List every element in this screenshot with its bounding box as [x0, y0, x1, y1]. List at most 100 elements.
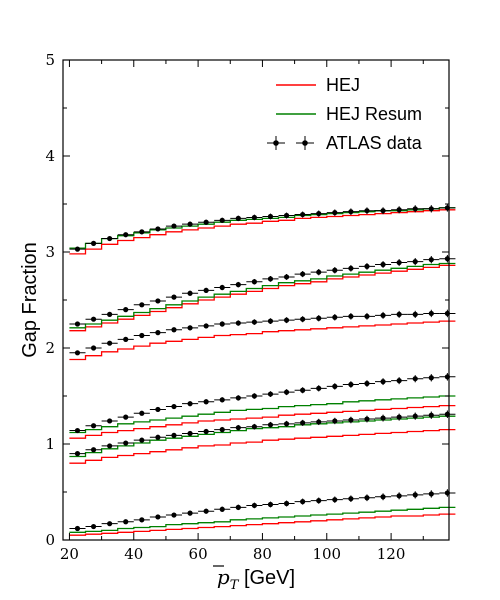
data-point-marker	[267, 501, 274, 508]
data-point-marker	[267, 276, 274, 282]
atlas-data-series-5	[69, 204, 456, 252]
data-point-marker	[187, 401, 193, 407]
data-point-marker	[187, 325, 193, 331]
data-point-marker	[123, 336, 129, 342]
atlas-data-series-3	[69, 309, 456, 356]
data-point-marker	[251, 424, 257, 430]
data-point	[342, 495, 359, 502]
data-point-marker	[300, 211, 306, 218]
data-point	[85, 523, 102, 530]
data-point	[69, 427, 86, 434]
data-point-marker	[203, 508, 209, 514]
hej-resum-series-1	[69, 415, 456, 458]
data-point	[165, 512, 183, 518]
data-point-marker	[203, 287, 209, 293]
data-point-marker	[332, 267, 338, 273]
y-tick-label: 5	[45, 51, 55, 69]
y-tick-label: 1	[45, 435, 55, 453]
data-point	[310, 497, 327, 504]
data-point-marker	[107, 521, 113, 527]
data-point-marker	[155, 514, 161, 520]
data-point-marker	[155, 406, 161, 413]
data-point-marker	[74, 525, 81, 532]
data-point-marker	[267, 318, 274, 324]
data-point	[230, 281, 247, 288]
data-point	[69, 350, 86, 356]
data-point	[278, 274, 295, 280]
data-point-marker	[412, 376, 418, 382]
data-point-marker	[235, 504, 241, 510]
data-point-marker	[155, 226, 161, 232]
data-point	[230, 424, 247, 431]
data-point	[198, 287, 215, 293]
data-point	[294, 271, 311, 278]
data-point	[85, 423, 102, 429]
data-point	[182, 221, 199, 227]
data-point	[407, 205, 424, 213]
data-point-marker	[155, 434, 161, 440]
data-point	[214, 506, 231, 512]
data-point	[407, 412, 424, 420]
data-point	[149, 298, 166, 304]
data-point-marker	[171, 432, 177, 438]
data-point-marker	[283, 389, 290, 395]
y-tick-label: 3	[45, 243, 55, 261]
data-point	[358, 207, 376, 215]
data-point-marker	[380, 494, 386, 500]
data-point	[101, 340, 118, 346]
data-point-marker	[364, 416, 370, 422]
data-point	[230, 320, 247, 326]
data-point-marker	[364, 263, 370, 269]
data-point	[165, 432, 183, 438]
data-point	[439, 410, 456, 418]
data-point	[149, 330, 166, 336]
hej-series-4	[69, 264, 456, 332]
atlas-data-series-2	[69, 373, 456, 434]
data-point-marker	[155, 298, 161, 304]
data-point	[117, 440, 134, 446]
data-point	[294, 316, 311, 323]
data-point-marker	[332, 497, 338, 503]
data-point-marker	[139, 437, 145, 443]
y-tick-label: 2	[45, 339, 55, 357]
data-point	[262, 318, 279, 324]
data-point	[69, 525, 86, 532]
data-point-marker	[203, 219, 209, 225]
data-point-marker	[235, 425, 241, 431]
data-point-marker	[380, 379, 386, 385]
data-point	[101, 443, 118, 449]
data-point-marker	[283, 212, 290, 219]
legend-resum-label: HEJ Resum	[326, 104, 422, 124]
data-point-marker	[412, 413, 418, 419]
data-point	[407, 310, 424, 318]
data-point-marker	[187, 290, 193, 296]
data-point	[278, 317, 295, 324]
data-point-marker	[348, 417, 354, 423]
data-point	[294, 419, 311, 426]
hej-series-1	[69, 428, 456, 464]
data-point	[101, 521, 118, 527]
data-point-marker	[251, 214, 257, 221]
data-point-marker	[396, 259, 402, 266]
data-point	[375, 207, 392, 215]
data-point-marker	[348, 209, 354, 215]
data-point	[407, 258, 424, 266]
data-point-marker	[380, 261, 386, 268]
data-point-marker	[219, 397, 225, 403]
data-point-marker	[235, 395, 241, 401]
data-point-marker	[396, 207, 402, 213]
atlas-data-series-0	[69, 489, 456, 532]
data-point	[165, 223, 183, 229]
x-tick-label: 60	[189, 545, 208, 563]
data-point	[198, 428, 215, 435]
data-point	[117, 232, 134, 238]
data-point	[294, 211, 311, 218]
data-point	[133, 332, 150, 339]
data-point	[214, 426, 231, 433]
data-point	[375, 261, 392, 268]
data-point-marker	[332, 314, 338, 320]
data-point	[391, 259, 408, 267]
data-point-marker	[187, 510, 193, 516]
data-point	[262, 501, 279, 508]
data-point	[246, 502, 263, 509]
